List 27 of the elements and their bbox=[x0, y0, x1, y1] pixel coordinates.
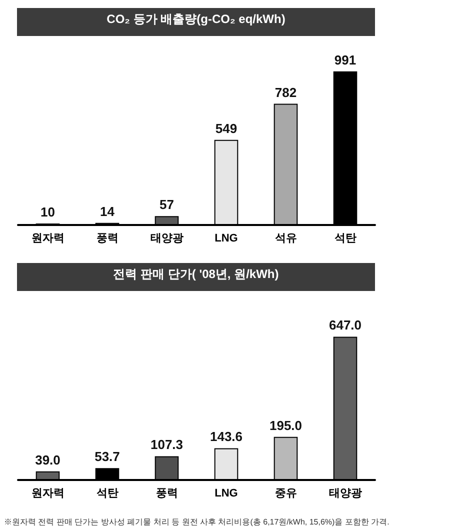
x-tick-label: 태양광 bbox=[328, 488, 362, 500]
x-tick-label: 태양광 bbox=[150, 232, 184, 244]
data-label: 53.7 bbox=[94, 449, 120, 464]
x-tick-label: 중유 bbox=[274, 488, 297, 500]
data-label: 143.6 bbox=[210, 429, 243, 444]
data-label: 549 bbox=[215, 120, 238, 136]
x-tick-label: 원자력 bbox=[31, 232, 64, 244]
data-label: 10 bbox=[40, 204, 55, 220]
data-label: 39.0 bbox=[35, 452, 60, 468]
data-label: 107.3 bbox=[150, 437, 184, 452]
x-tick-label: 원자력 bbox=[31, 488, 64, 500]
x-tick-label: 석탄 bbox=[334, 232, 356, 244]
data-label: 57 bbox=[160, 197, 174, 212]
data-label: 195.0 bbox=[269, 418, 302, 433]
x-tick-label: 석유 bbox=[274, 232, 297, 244]
x-tick-label: 풍력 bbox=[156, 488, 178, 500]
x-tick-label: 풍력 bbox=[96, 232, 118, 244]
data-label: 14 bbox=[100, 204, 116, 219]
chart-title: 전력 판매 단가( '08년, 원/kWh) bbox=[113, 267, 279, 281]
data-label: 782 bbox=[274, 84, 297, 100]
x-tick-label: LNG bbox=[214, 232, 238, 244]
text: ※원자력 전력 판매 단가는 방사성 폐기물 처리 등 원전 사후 처리비용(총 6,17원/kWh, 15,6%)을 포함한 가격. bbox=[4, 518, 390, 526]
x-tick-label: LNG bbox=[214, 488, 238, 500]
data-label: 647.0 bbox=[328, 318, 362, 333]
chart-title: CO₂ 등가 배출량(g-CO₂ eq/kWh) bbox=[106, 12, 286, 26]
x-tick-label: 석탄 bbox=[96, 488, 118, 500]
data-label: 991 bbox=[334, 52, 356, 68]
